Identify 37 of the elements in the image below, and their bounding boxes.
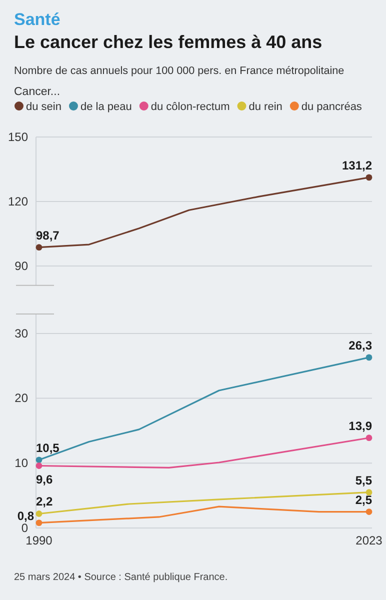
point [36,510,42,517]
x-tick-label: 1990 [26,534,53,548]
x-tick-label: 2023 [356,534,383,548]
text: 25 mars 2024 • Source : Santé publique France. [14,572,228,583]
point [366,434,372,442]
y-tick-label: 20 [14,391,28,406]
point [36,456,42,464]
y-tick-label: 0 [21,520,28,535]
legend-label: du côlon-rectum [150,101,230,113]
data-label: 26,3 [348,338,372,352]
data-label: 9,6 [36,472,54,487]
point [36,462,42,469]
data-label: 2,5 [355,492,372,507]
legend-label: du sein [26,101,62,113]
chart-title: Le cancer chez les femmes à 40 ans [14,32,322,52]
chart-subtitle: Nombre de cas annuels pour 100 000 pers. en France métropolitaine [14,65,344,77]
y-tick-label: 90 [14,258,28,273]
data-label: 98,7 [36,228,60,242]
y-tick-label: 30 [14,326,28,340]
y-tick-label: 150 [8,130,28,144]
legend-title: Cancer... [14,86,60,98]
data-label: 0,8 [17,508,34,523]
data-label: 5,5 [355,473,372,488]
data-label: 131,2 [342,158,372,172]
y-tick-label: 10 [14,456,28,470]
point [366,489,372,496]
legend-label: de la peau [80,101,132,113]
text: Santé [14,10,60,29]
legend-label: du rein [248,101,282,113]
point [366,354,372,361]
y-tick-label: 120 [8,194,28,208]
point [366,508,372,515]
data-label: 13,9 [348,418,372,433]
data-label: 10,5 [36,440,60,455]
data-label: 2,2 [36,494,54,509]
legend-label: du pancréas [301,101,362,113]
point [36,520,42,526]
